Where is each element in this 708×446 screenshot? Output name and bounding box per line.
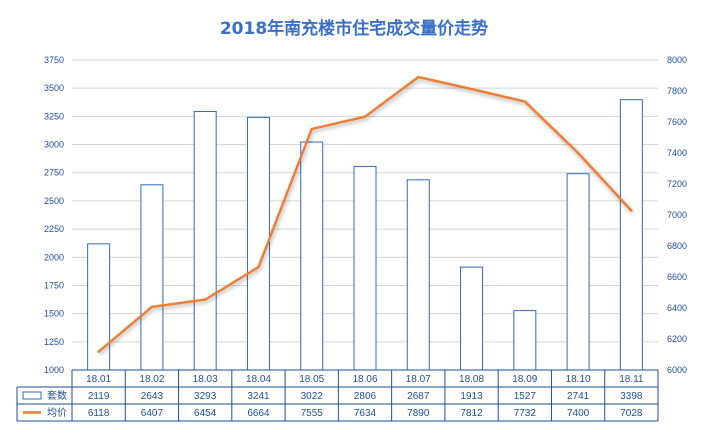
line-point-18.11 [630, 209, 633, 212]
data-label-套数: 2687 [407, 391, 430, 402]
bar-18.07 [406, 179, 430, 371]
right-tick-label: 7200 [667, 179, 687, 189]
data-label-套数: 1913 [460, 391, 483, 402]
data-label-均价: 6664 [247, 408, 270, 419]
left-tick-label: 2750 [44, 168, 64, 178]
data-table: 18.01 18.02 18.03 18.04 18.05 18.06 18.07 18.08… [16, 369, 659, 422]
bar-18.02 [140, 184, 164, 371]
right-tick-label: 7600 [667, 117, 687, 127]
left-tick-label: 1500 [44, 309, 64, 319]
right-tick-label: 7400 [667, 148, 687, 158]
data-label-均价: 6407 [141, 408, 164, 419]
data-label-均价: 7028 [620, 408, 643, 419]
left-tick-label: 3750 [44, 55, 64, 65]
bar-18.03 [193, 111, 217, 371]
bar-18.08 [460, 266, 484, 371]
data-label-套数: 2643 [141, 391, 164, 402]
data-label-套数: 3022 [301, 391, 324, 402]
category-label: 18.07 [406, 374, 431, 385]
legend-key-套数 [22, 391, 42, 400]
right-tick-label: 7000 [667, 210, 687, 220]
left-tick-label: 3250 [44, 111, 64, 121]
left-tick-label: 2250 [44, 224, 64, 234]
right-tick-label: 8000 [667, 55, 687, 65]
data-label-均价: 7555 [301, 408, 324, 419]
category-label: 18.09 [512, 374, 537, 385]
category-label: 18.06 [352, 374, 377, 385]
category-label: 18.11 [619, 374, 644, 385]
left-tick-label: 2000 [44, 252, 64, 262]
data-label-均价: 7732 [514, 408, 537, 419]
bar-series-套数 [87, 99, 643, 371]
right-axis-ticks: 6000 6200 6400 6600 6800 7000 7200 7400 7600 7800… [667, 55, 687, 375]
category-label: 18.04 [246, 374, 271, 385]
category-label: 18.08 [459, 374, 484, 385]
line-point-18.01 [97, 350, 100, 353]
line-point-18.09 [523, 100, 527, 103]
chart-title: 2018年南充楼市住宅成交量价走势 [220, 18, 488, 39]
right-tick-label: 6400 [667, 303, 687, 313]
line-point-18.04 [257, 265, 260, 269]
data-label-均价: 7890 [407, 408, 430, 419]
left-tick-label: 2500 [44, 196, 64, 206]
data-label-套数: 2806 [354, 391, 377, 402]
bar-18.09 [513, 310, 537, 371]
category-label: 18.03 [193, 374, 218, 385]
line-series-均价 [97, 75, 633, 353]
data-label-套数: 3241 [247, 391, 270, 402]
line-point-18.08 [470, 87, 473, 91]
bar-18.04 [246, 116, 270, 371]
right-tick-label: 6000 [667, 365, 687, 375]
right-tick-label: 6200 [667, 334, 687, 344]
left-tick-label: 1000 [44, 365, 64, 375]
right-tick-label: 7800 [667, 86, 687, 96]
bar-18.10 [566, 173, 590, 371]
category-label: 18.02 [139, 374, 164, 385]
left-tick-label: 1750 [44, 280, 64, 290]
legend-label-均价: 均价 [47, 407, 67, 419]
left-tick-label: 3000 [44, 140, 64, 150]
data-label-套数: 2119 [88, 391, 110, 402]
right-tick-label: 6600 [667, 272, 687, 282]
category-label: 18.10 [566, 374, 591, 385]
data-label-套数: 1527 [514, 391, 537, 402]
bar-18.05 [300, 141, 324, 371]
data-label-均价: 7634 [354, 408, 377, 419]
line-point-18.05 [310, 127, 313, 131]
data-label-均价: 6454 [194, 408, 217, 419]
left-tick-label: 3500 [44, 83, 64, 93]
data-label-均价: 7812 [460, 408, 483, 419]
data-label-套数: 2741 [567, 391, 590, 402]
line-point-18.03 [203, 298, 207, 301]
line-point-18.02 [150, 305, 154, 309]
category-label: 18.05 [299, 374, 324, 385]
line-point-18.07 [417, 75, 420, 79]
bar-18.06 [353, 165, 377, 371]
data-label-套数: 3293 [194, 391, 217, 402]
data-label-套数: 3398 [620, 391, 643, 402]
legend-label-套数: 套数 [47, 389, 67, 402]
line-point-18.10 [576, 151, 580, 155]
bar-18.11 [619, 99, 643, 371]
right-tick-label: 6800 [667, 241, 687, 251]
data-label-均价: 6118 [88, 408, 110, 419]
category-label: 18.01 [86, 374, 111, 385]
line-point-18.06 [363, 115, 367, 118]
left-tick-label: 1250 [44, 337, 64, 347]
left-axis-ticks: 1000 1250 1500 1750 2000 2250 2500 2750 3000 3250… [44, 55, 64, 375]
data-label-均价: 7400 [567, 408, 590, 419]
